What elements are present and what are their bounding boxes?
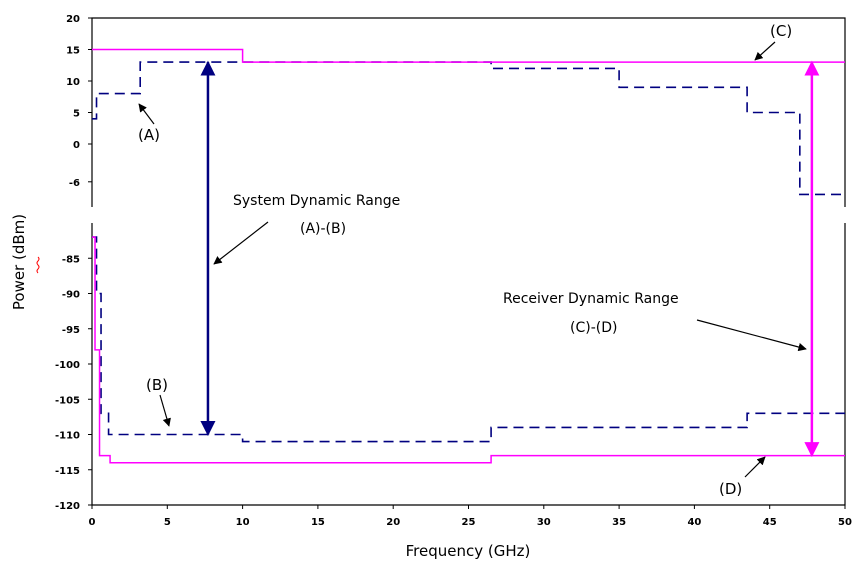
spellcheck-underline [36, 256, 40, 274]
x-axis-ticks: 0 5 10 15 20 25 30 35 40 45 50 [89, 505, 852, 528]
y-tick-label: 0 [73, 140, 80, 151]
y-tick-label: 15 [66, 46, 80, 57]
x-tick-label: 50 [838, 517, 852, 528]
x-tick-label: 35 [612, 517, 626, 528]
range-arrows [200, 60, 820, 458]
y-tick-label: 5 [73, 109, 80, 120]
receiver-range-label-line1: Receiver Dynamic Range [503, 291, 679, 307]
x-tick-label: 45 [763, 517, 777, 528]
x-tick-label: 20 [386, 517, 400, 528]
annotation-c-arrow [754, 41, 776, 61]
receiver-range-pointer [696, 319, 807, 352]
y-tick-label: -90 [62, 290, 80, 301]
y-tick-label: -110 [55, 431, 80, 442]
x-tick-label: 30 [537, 517, 551, 528]
series-line-b [92, 236, 845, 443]
system-range-label-line2: (A)-(B) [300, 221, 346, 237]
annotation-b: (B) [146, 376, 168, 394]
receiver-range-label-line2: (C)-(D) [570, 320, 617, 336]
annotation-d-arrow [744, 456, 766, 478]
annotation-d: (D) [719, 480, 742, 498]
series-group [92, 48, 845, 464]
series-line-a [92, 61, 845, 196]
y-axis-ticks: 20 15 10 5 0 -6 -85 -90 -95 -100 -105 -110 -115 -120 [55, 14, 92, 512]
system-range-label-line1: System Dynamic Range [233, 193, 400, 209]
x-tick-label: 40 [687, 517, 701, 528]
annotation-a-arrow [138, 103, 155, 125]
x-axis-label: Frequency (GHz) [406, 542, 531, 560]
x-tick-label: 15 [311, 517, 325, 528]
x-tick-label: 0 [89, 517, 96, 528]
y-tick-label: -115 [55, 466, 80, 477]
x-tick-label: 25 [462, 517, 476, 528]
y-tick-label: -85 [62, 254, 80, 265]
y-tick-label: -100 [55, 360, 80, 371]
y-axis-label: Power (dBm) [10, 214, 28, 310]
y-tick-label: 20 [66, 14, 80, 25]
series-line-c [92, 48, 845, 63]
annotation-c: (C) [770, 22, 792, 40]
y-tick-label: -105 [55, 395, 80, 406]
y-tick-label: 10 [66, 77, 80, 88]
plot-frame [91, 17, 846, 506]
y-tick-label: -95 [62, 325, 80, 336]
x-tick-label: 10 [236, 517, 250, 528]
system-range-pointer [213, 221, 269, 265]
y-tick-label: -120 [55, 501, 80, 512]
annotation-b-arrow [159, 394, 171, 427]
series-line-d [92, 236, 845, 464]
x-tick-label: 5 [164, 517, 171, 528]
upper-panel-border [91, 17, 846, 207]
y-tick-label: -6 [69, 178, 80, 189]
annotation-a: (A) [138, 126, 160, 144]
